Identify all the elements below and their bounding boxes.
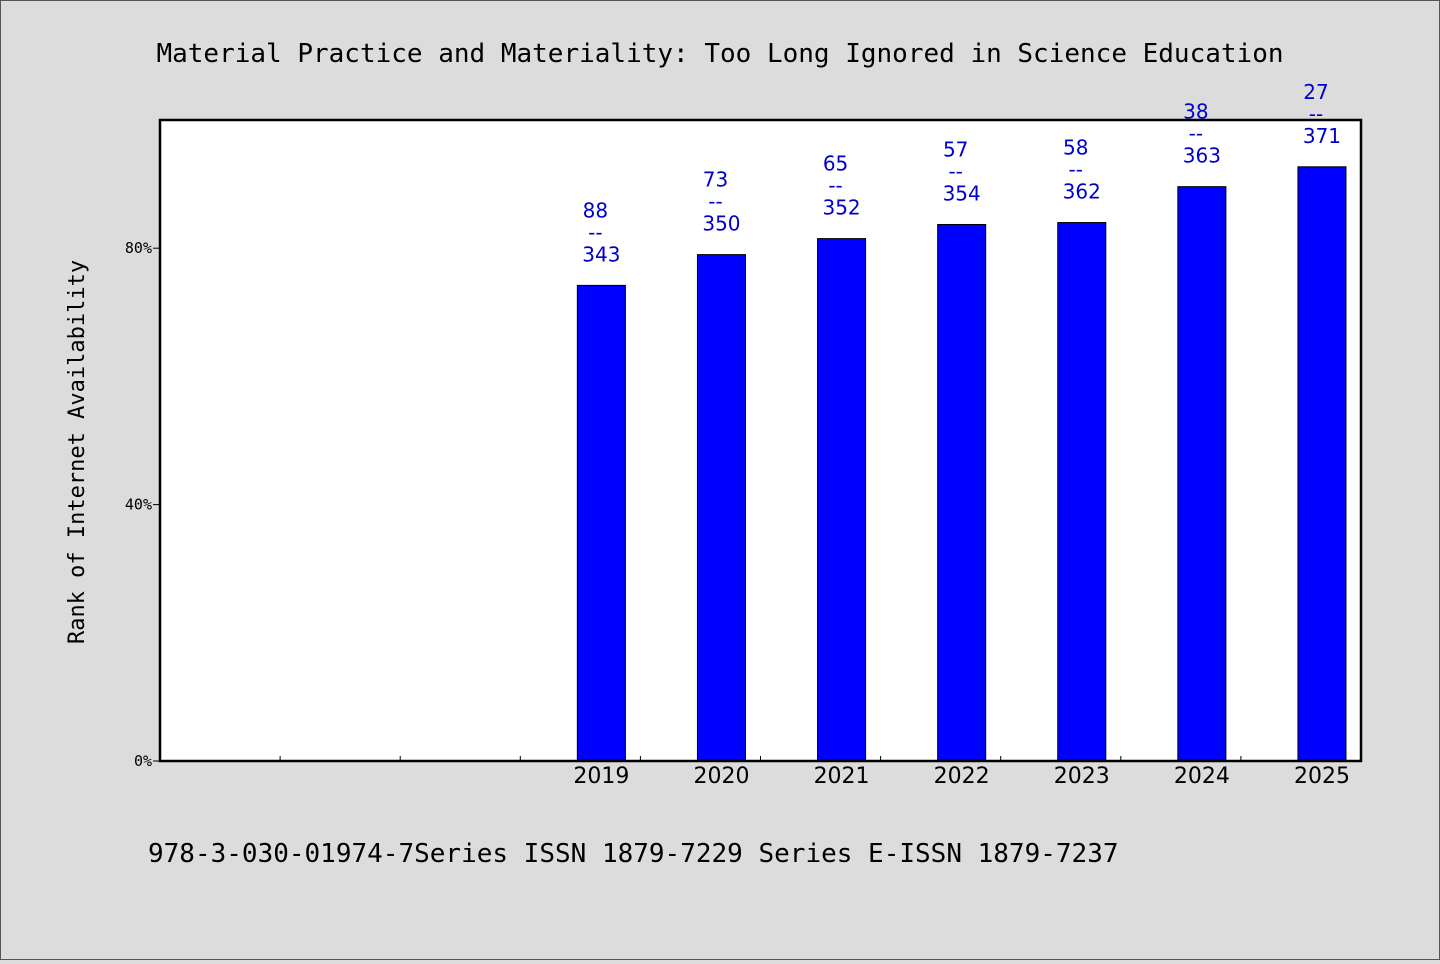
data-label-top: 73 xyxy=(703,168,728,192)
data-label-separator: -- xyxy=(1189,122,1203,146)
data-label-bottom: 371 xyxy=(1303,124,1341,148)
bar-2020 xyxy=(696,254,746,762)
chart-title: Material Practice and Materiality: Too L… xyxy=(156,39,1283,69)
data-label-bottom: 362 xyxy=(1063,180,1101,204)
y-tick-label: 0% xyxy=(134,752,152,770)
data-label-separator: -- xyxy=(588,220,602,244)
data-label-top: 65 xyxy=(823,152,848,176)
y-tick-label: 80% xyxy=(125,239,152,257)
data-label-bottom: 354 xyxy=(943,181,981,205)
data-label-top: 88 xyxy=(583,198,608,222)
bar-2019 xyxy=(576,284,626,762)
bar-2021 xyxy=(817,238,867,762)
data-label-separator: -- xyxy=(708,190,722,214)
x-tick-label: 2020 xyxy=(693,764,749,789)
x-tick-label: 2022 xyxy=(934,764,990,789)
data-label-separator: -- xyxy=(948,159,962,183)
y-tick-label: 40% xyxy=(125,496,152,514)
x-axis: 2019 2020 2021 2022 2023 2024 2025 xyxy=(279,756,1350,789)
data-label-top: 27 xyxy=(1303,80,1328,104)
y-axis-label: Rank of Internet Availability xyxy=(65,260,90,644)
data-label-top: 58 xyxy=(1063,136,1088,160)
data-label-bottom: 352 xyxy=(822,196,860,220)
x-tick-label: 2019 xyxy=(573,764,629,789)
bar-2022 xyxy=(937,223,987,762)
x-tick-label: 2021 xyxy=(814,764,870,789)
plot-area xyxy=(160,120,1361,761)
x-tick-label: 2023 xyxy=(1054,764,1110,789)
x-tick-label: 2025 xyxy=(1294,764,1350,789)
data-label-separator: -- xyxy=(828,174,842,198)
y-axis: 0% 40% 80% xyxy=(125,239,160,770)
bar-2023 xyxy=(1057,222,1107,762)
data-label-bottom: 350 xyxy=(702,212,740,236)
footer-isbn-text: 978-3-030-01974-7Series ISSN 1879-7229 S… xyxy=(148,839,1119,869)
bar-2025 xyxy=(1297,166,1347,762)
x-tick-label: 2024 xyxy=(1174,764,1230,789)
data-label-bottom: 363 xyxy=(1183,144,1221,168)
data-label-separator: -- xyxy=(1069,158,1083,182)
data-label-bottom: 343 xyxy=(582,242,620,266)
bars-group xyxy=(576,166,1347,762)
data-label-top: 57 xyxy=(943,137,968,161)
bar-2024 xyxy=(1177,186,1227,762)
data-label-separator: -- xyxy=(1309,102,1323,126)
